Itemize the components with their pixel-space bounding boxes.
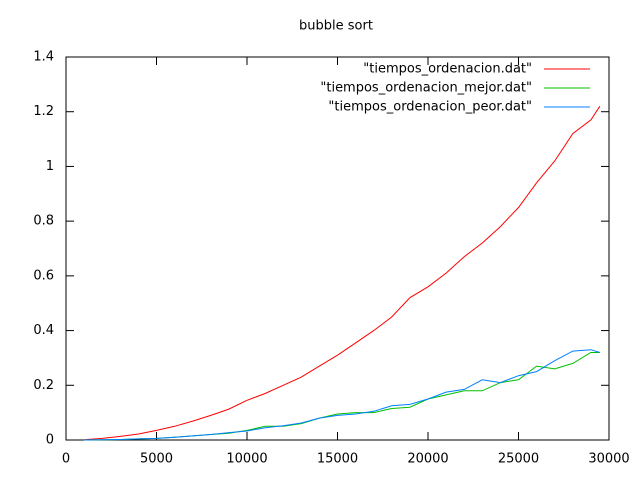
x-tick-label: 25000 [498, 452, 539, 467]
y-tick-label: 1 [46, 159, 54, 174]
x-tick-label: 10000 [226, 452, 267, 467]
x-tick-label: 15000 [317, 452, 358, 467]
x-tick-label: 20000 [407, 452, 448, 467]
legend-label: "tiempos_ordenacion_peor.dat" [328, 100, 532, 115]
y-tick-label: 0.2 [33, 378, 54, 393]
x-tick-label: 5000 [140, 452, 173, 467]
legend-label: "tiempos_ordenacion_mejor.dat" [320, 81, 532, 96]
series-line [84, 349, 601, 441]
chart-title: bubble sort [299, 19, 373, 34]
y-tick-label: 1.4 [33, 50, 54, 65]
x-tick-label: 30000 [588, 452, 629, 467]
y-tick-label: 0.4 [33, 323, 54, 338]
y-tick-label: 0.8 [33, 214, 54, 229]
x-tick-label: 0 [62, 452, 70, 467]
series-line [84, 105, 601, 441]
y-tick-label: 0 [46, 433, 54, 448]
y-tick-label: 1.2 [33, 104, 54, 119]
legend-label: "tiempos_ordenacion.dat" [363, 62, 532, 77]
y-tick-label: 0.6 [33, 268, 54, 283]
